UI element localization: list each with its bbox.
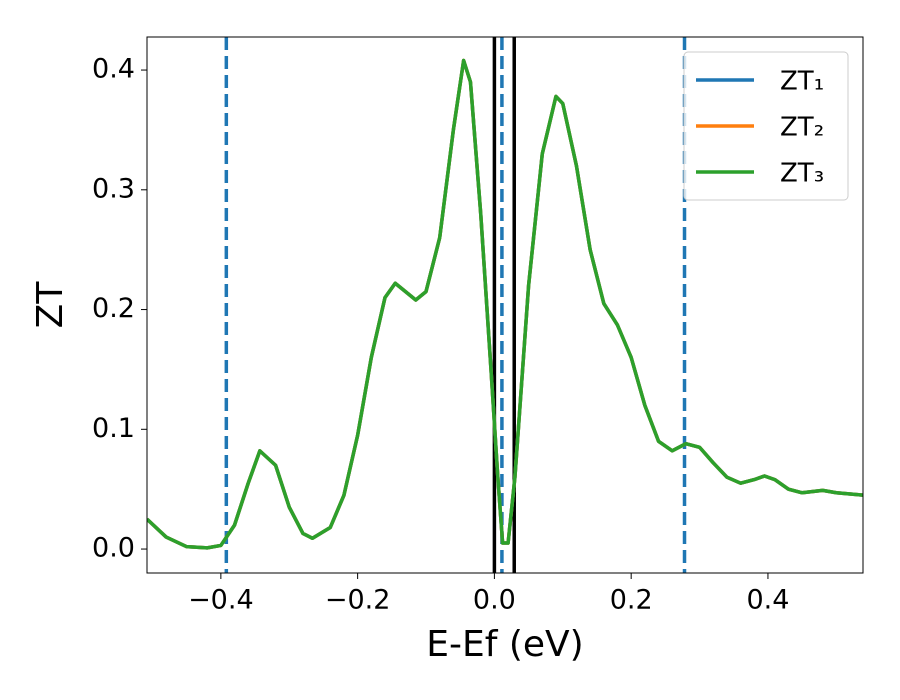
y-tick-label: 0.1: [92, 413, 135, 444]
legend-label: ZT₃: [780, 159, 824, 189]
legend-box: [683, 51, 849, 201]
y-tick-label: 0.4: [92, 54, 135, 85]
x-tick-label: −0.2: [325, 585, 391, 616]
legend-label: ZT₂: [780, 113, 824, 143]
line-series: [147, 58, 863, 550]
plot-frame: [146, 36, 864, 574]
plot-area: [147, 37, 863, 573]
legend-label: ZT₁: [780, 67, 824, 97]
y-tick-label: 0.0: [92, 533, 135, 564]
x-tick-label: −0.4: [188, 585, 254, 616]
y-axis-label: ZT: [30, 281, 71, 329]
y-tick-label: 0.2: [92, 293, 135, 324]
x-tick-label: 0.0: [473, 585, 516, 616]
legend: ZT₁ ZT₂ ZT₃: [683, 51, 849, 201]
x-tick-label: 0.2: [610, 585, 653, 616]
x-axis-label: E-Ef (eV): [426, 624, 583, 665]
x-tick-label: 0.4: [746, 585, 789, 616]
y-tick-label: 0.3: [92, 173, 135, 204]
